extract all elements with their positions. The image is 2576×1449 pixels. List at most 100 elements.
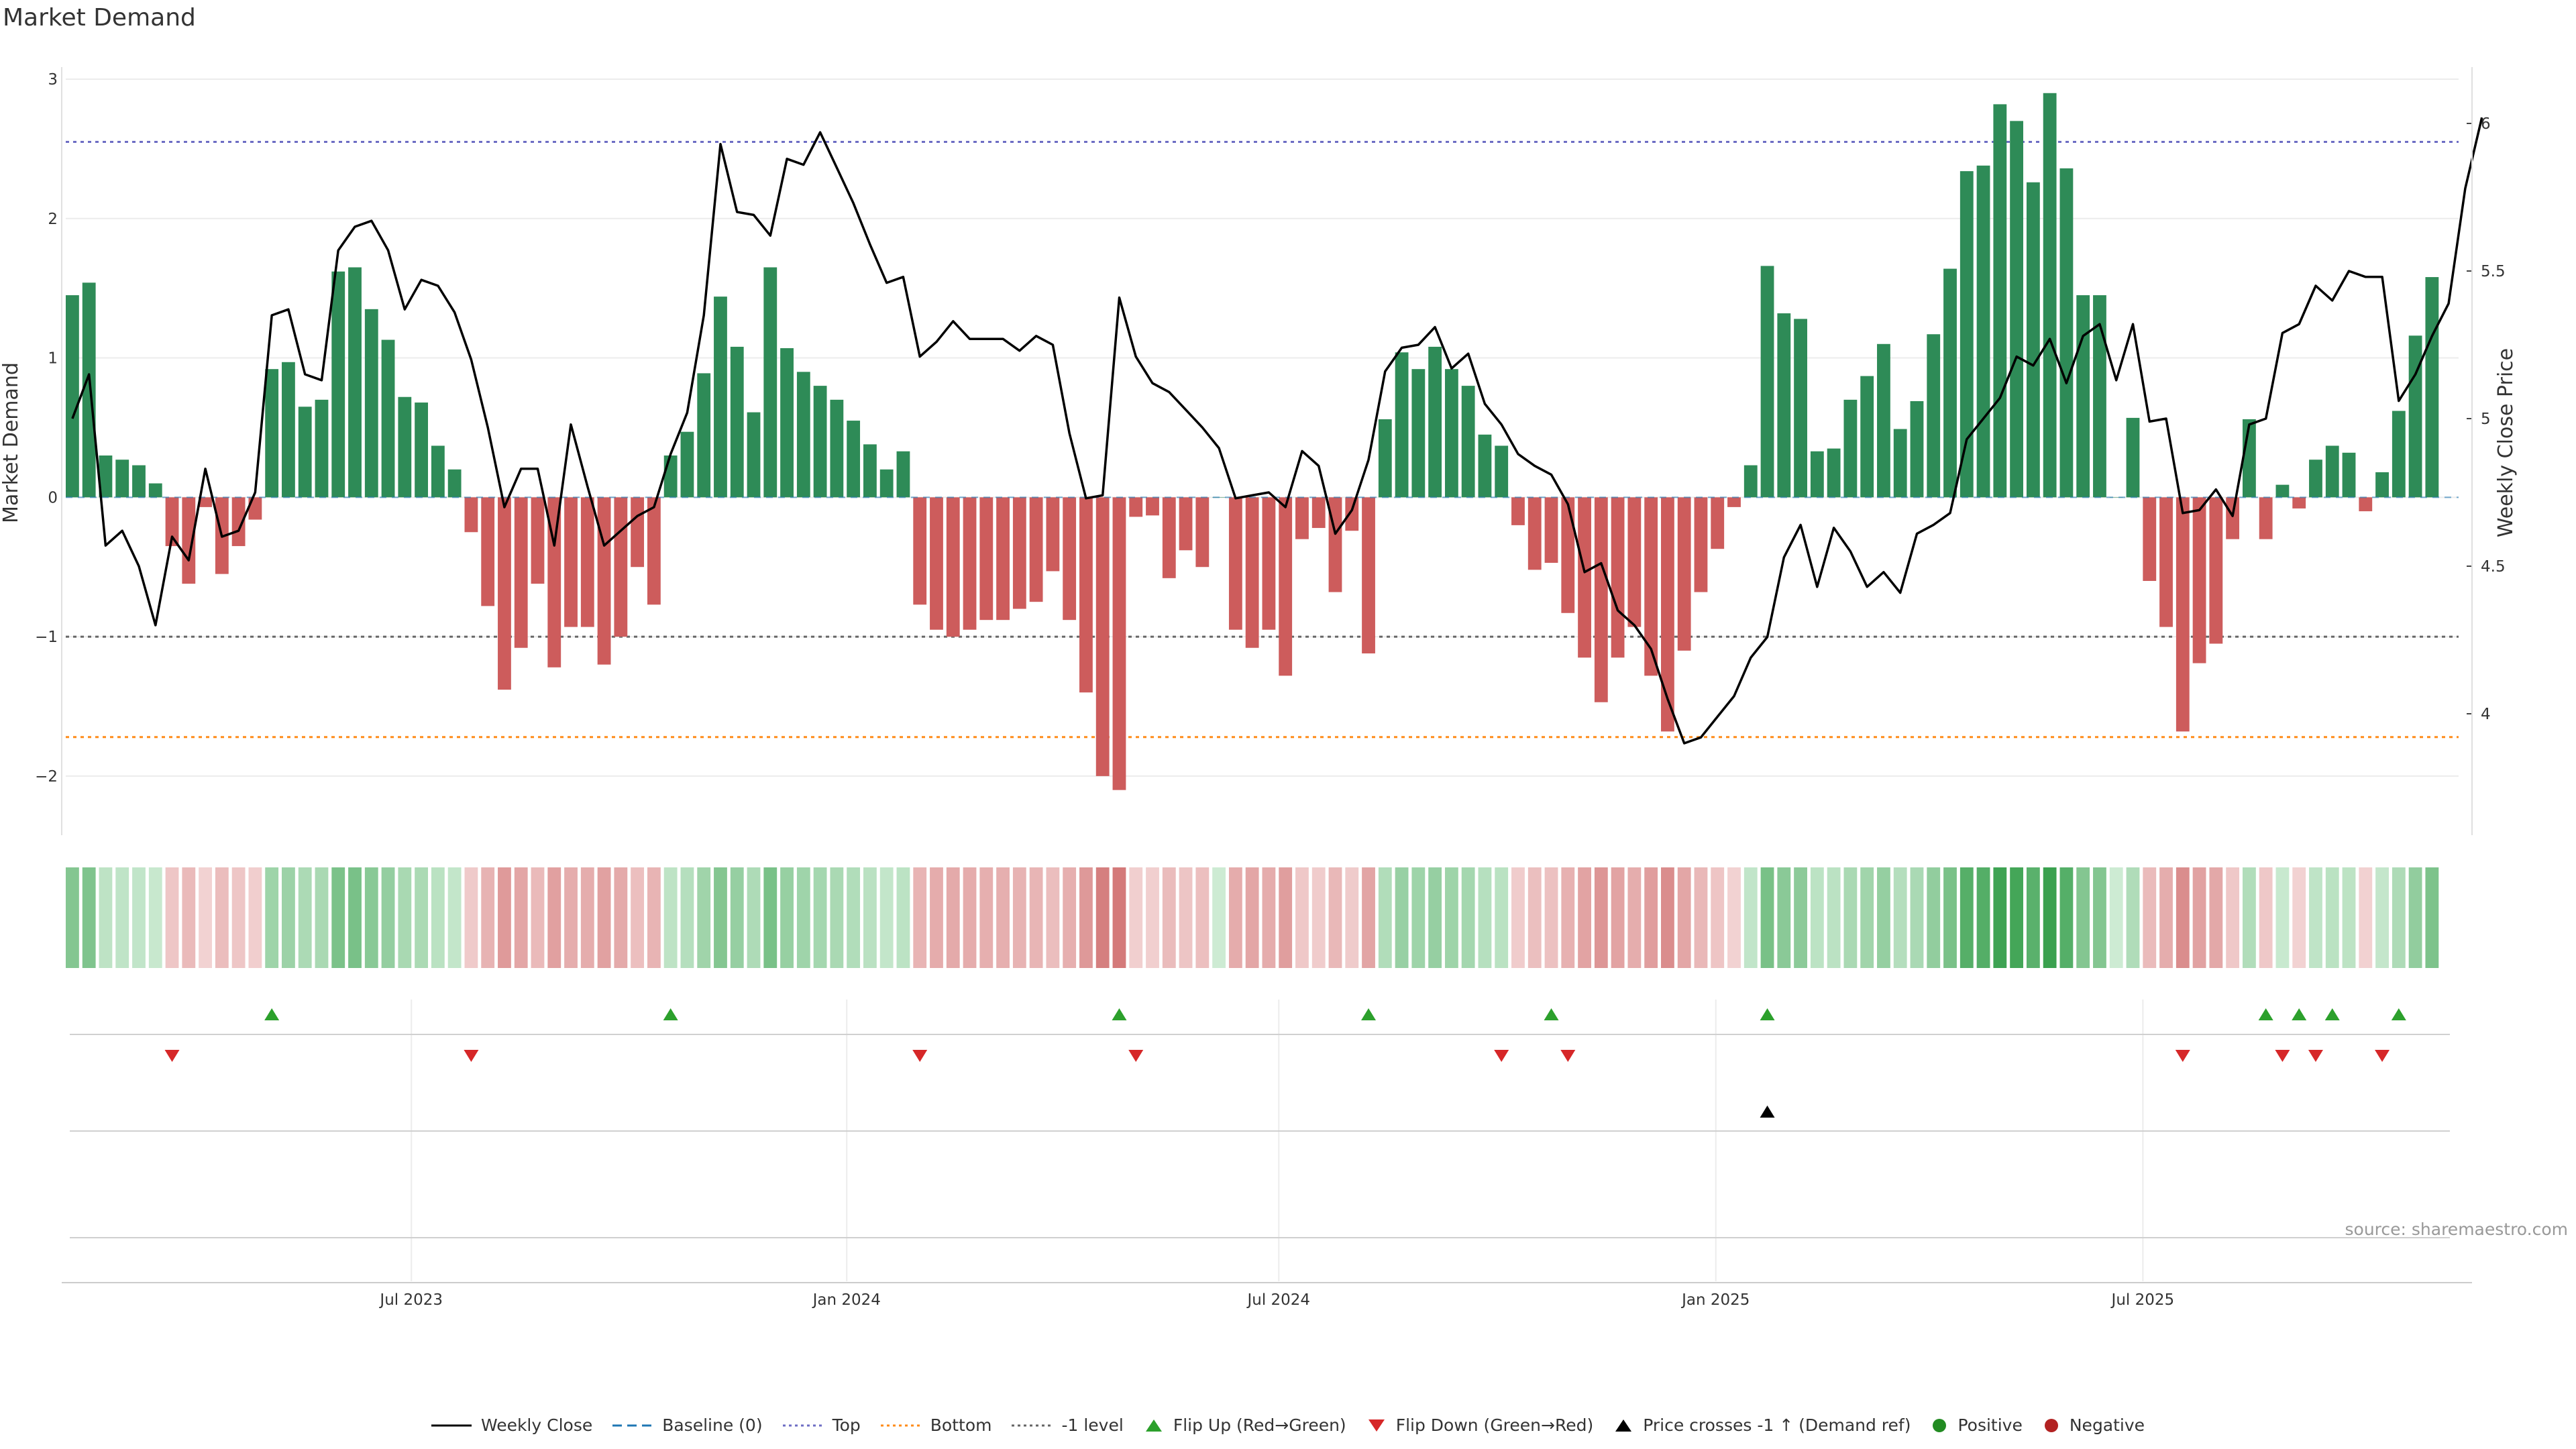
heat-cell (1129, 867, 1143, 968)
flip-down-marker (2275, 1050, 2290, 1062)
legend-bottom[interactable]: Bottom (880, 1415, 991, 1435)
legend-negative[interactable]: Negative (2043, 1415, 2145, 1435)
legend-baseline[interactable]: Baseline (0) (612, 1415, 763, 1435)
heat-cell (2275, 867, 2290, 968)
x-tick-label: Jan 2025 (1680, 1291, 1750, 1309)
demand-bar (115, 460, 129, 498)
heat-cell (2309, 867, 2322, 968)
heat-cell (1146, 867, 1159, 968)
demand-bar (1478, 434, 1492, 498)
demand-bar (2126, 417, 2140, 498)
demand-bar (498, 497, 511, 690)
demand-bar (2109, 497, 2123, 498)
heat-cell (1179, 867, 1193, 968)
demand-bar (331, 271, 345, 498)
heat-cell (1976, 867, 1990, 968)
heat-cell (564, 867, 578, 968)
demand-bar (697, 373, 711, 498)
heat-cell (663, 867, 678, 968)
heat-cell (1627, 867, 1642, 968)
demand-bar (830, 399, 844, 498)
legend-minus-one[interactable]: -1 level (1012, 1415, 1124, 1435)
heat-cell (747, 867, 761, 968)
demand-bar (1063, 497, 1077, 621)
heat-cell (1877, 867, 1890, 968)
heat-cell (2325, 867, 2339, 968)
heat-cell (796, 867, 810, 968)
legend-flip-down[interactable]: Flip Down (Green→Red) (1366, 1415, 1593, 1435)
legend-weekly-close[interactable]: Weekly Close (431, 1415, 592, 1435)
heat-cell (963, 867, 977, 968)
demand-bar (1112, 497, 1126, 790)
demand-bar (1012, 497, 1026, 609)
demand-bar (730, 346, 744, 498)
heat-cell (1279, 867, 1293, 968)
heat-cell (464, 867, 478, 968)
demand-bar (1279, 497, 1293, 676)
demand-bar (1378, 419, 1392, 498)
heat-cell (697, 867, 711, 968)
heat-cell (1012, 867, 1026, 968)
demand-bar (2026, 182, 2040, 498)
demand-bar (580, 497, 594, 627)
demand-bar (996, 497, 1010, 621)
heat-cell (182, 867, 196, 968)
demand-bar (879, 469, 894, 498)
demand-bar (1362, 497, 1375, 654)
line-swatch-icon (431, 1424, 472, 1426)
legend-positive[interactable]: Positive (1931, 1415, 2023, 1435)
heat-cell (847, 867, 861, 968)
heat-cell (1495, 867, 1509, 968)
heat-cell (930, 867, 943, 968)
heat-cell (1262, 867, 1276, 968)
y-right-axis-title: Weekly Close Price (2494, 348, 2518, 537)
legend-label: Top (832, 1415, 861, 1435)
demand-bar (398, 396, 412, 498)
heat-cell (631, 867, 645, 968)
demand-bar (1627, 497, 1642, 627)
heat-cell (148, 867, 162, 968)
dotted-line-swatch-icon (782, 1424, 823, 1426)
demand-bar (1810, 451, 1824, 498)
heat-cell (1960, 867, 1974, 968)
flip-down-marker (1560, 1050, 1576, 1062)
demand-bar (863, 444, 877, 498)
heat-cell (265, 867, 279, 968)
heat-cell (315, 867, 329, 968)
flip-down-marker (1494, 1050, 1509, 1062)
demand-bar (2043, 93, 2057, 498)
demand-bar (2375, 472, 2389, 498)
heat-cell (863, 867, 877, 968)
weekly-close-series (71, 117, 2483, 745)
demand-bar (531, 497, 545, 584)
heat-cell (2375, 867, 2389, 968)
heat-cell (2242, 867, 2256, 968)
legend-top[interactable]: Top (782, 1415, 861, 1435)
heat-cell (1727, 867, 1741, 968)
heat-cell (1544, 867, 1558, 968)
demand-bar (2275, 484, 2290, 498)
legend-label: Positive (1957, 1415, 2023, 1435)
demand-bar (1743, 465, 1758, 498)
flip-up-marker (1760, 1008, 1775, 1020)
heat-cell (1411, 867, 1426, 968)
heat-cell (1228, 867, 1242, 968)
demand-bar (1511, 497, 1525, 525)
demand-bar (2059, 168, 2074, 498)
legend-price-cross[interactable]: Price crosses -1 ↑ (Demand ref) (1613, 1415, 1911, 1435)
demand-bar (747, 412, 761, 498)
triangle-up-icon (1615, 1419, 1632, 1432)
heat-cell (879, 867, 894, 968)
demand-bar (1644, 497, 1658, 676)
heat-cell (1661, 867, 1674, 968)
demand-bar (381, 339, 395, 498)
heat-cell (714, 867, 727, 968)
source-note: source: sharemaestro.com (2345, 1220, 2569, 1239)
demand-bar (2425, 277, 2439, 498)
circle-dot-icon (2044, 1418, 2058, 1432)
demand-bar (1910, 400, 1924, 498)
flip-down-marker (2175, 1050, 2190, 1062)
demand-bar (1146, 497, 1159, 516)
legend-flip-up[interactable]: Flip Up (Red→Green) (1144, 1415, 1346, 1435)
heat-cell (82, 867, 96, 968)
